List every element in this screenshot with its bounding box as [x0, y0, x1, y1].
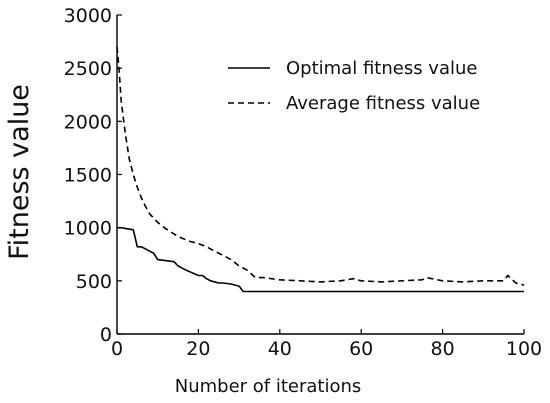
y-tick-label-1000: 1000 — [64, 218, 112, 240]
x-tick-label-0: 0 — [111, 338, 123, 360]
y-tick-label-0: 0 — [100, 324, 112, 346]
series-line-1 — [117, 226, 524, 293]
y-tick-label-3000: 3000 — [64, 5, 112, 27]
plot-area: 0 500 1000 1500 2000 2500 3000 0 20 40 60 80 100 — [64, 5, 542, 360]
x-tick-label-80: 80 — [431, 338, 455, 360]
series-line-2 — [116, 46, 525, 286]
y-tick-label-2000: 2000 — [64, 111, 112, 133]
x-tick-label-100: 100 — [506, 338, 542, 360]
legend-label-2: Average fitness value — [286, 93, 480, 114]
x-tick-label-60: 60 — [349, 338, 373, 360]
x-tick-label-20: 20 — [186, 338, 210, 360]
legend-label-1: Optimal fitness value — [286, 58, 477, 79]
x-tick-label-40: 40 — [268, 338, 292, 360]
x-axis-title: Number of iterations — [175, 376, 362, 397]
y-tick-label-2500: 2500 — [64, 58, 112, 80]
y-tick-label-500: 500 — [76, 271, 112, 293]
y-tick-label-1500: 1500 — [64, 165, 112, 187]
y-axis-title: Fitness value — [4, 84, 35, 260]
legend: Optimal fitness value Average fitness val… — [228, 58, 480, 114]
